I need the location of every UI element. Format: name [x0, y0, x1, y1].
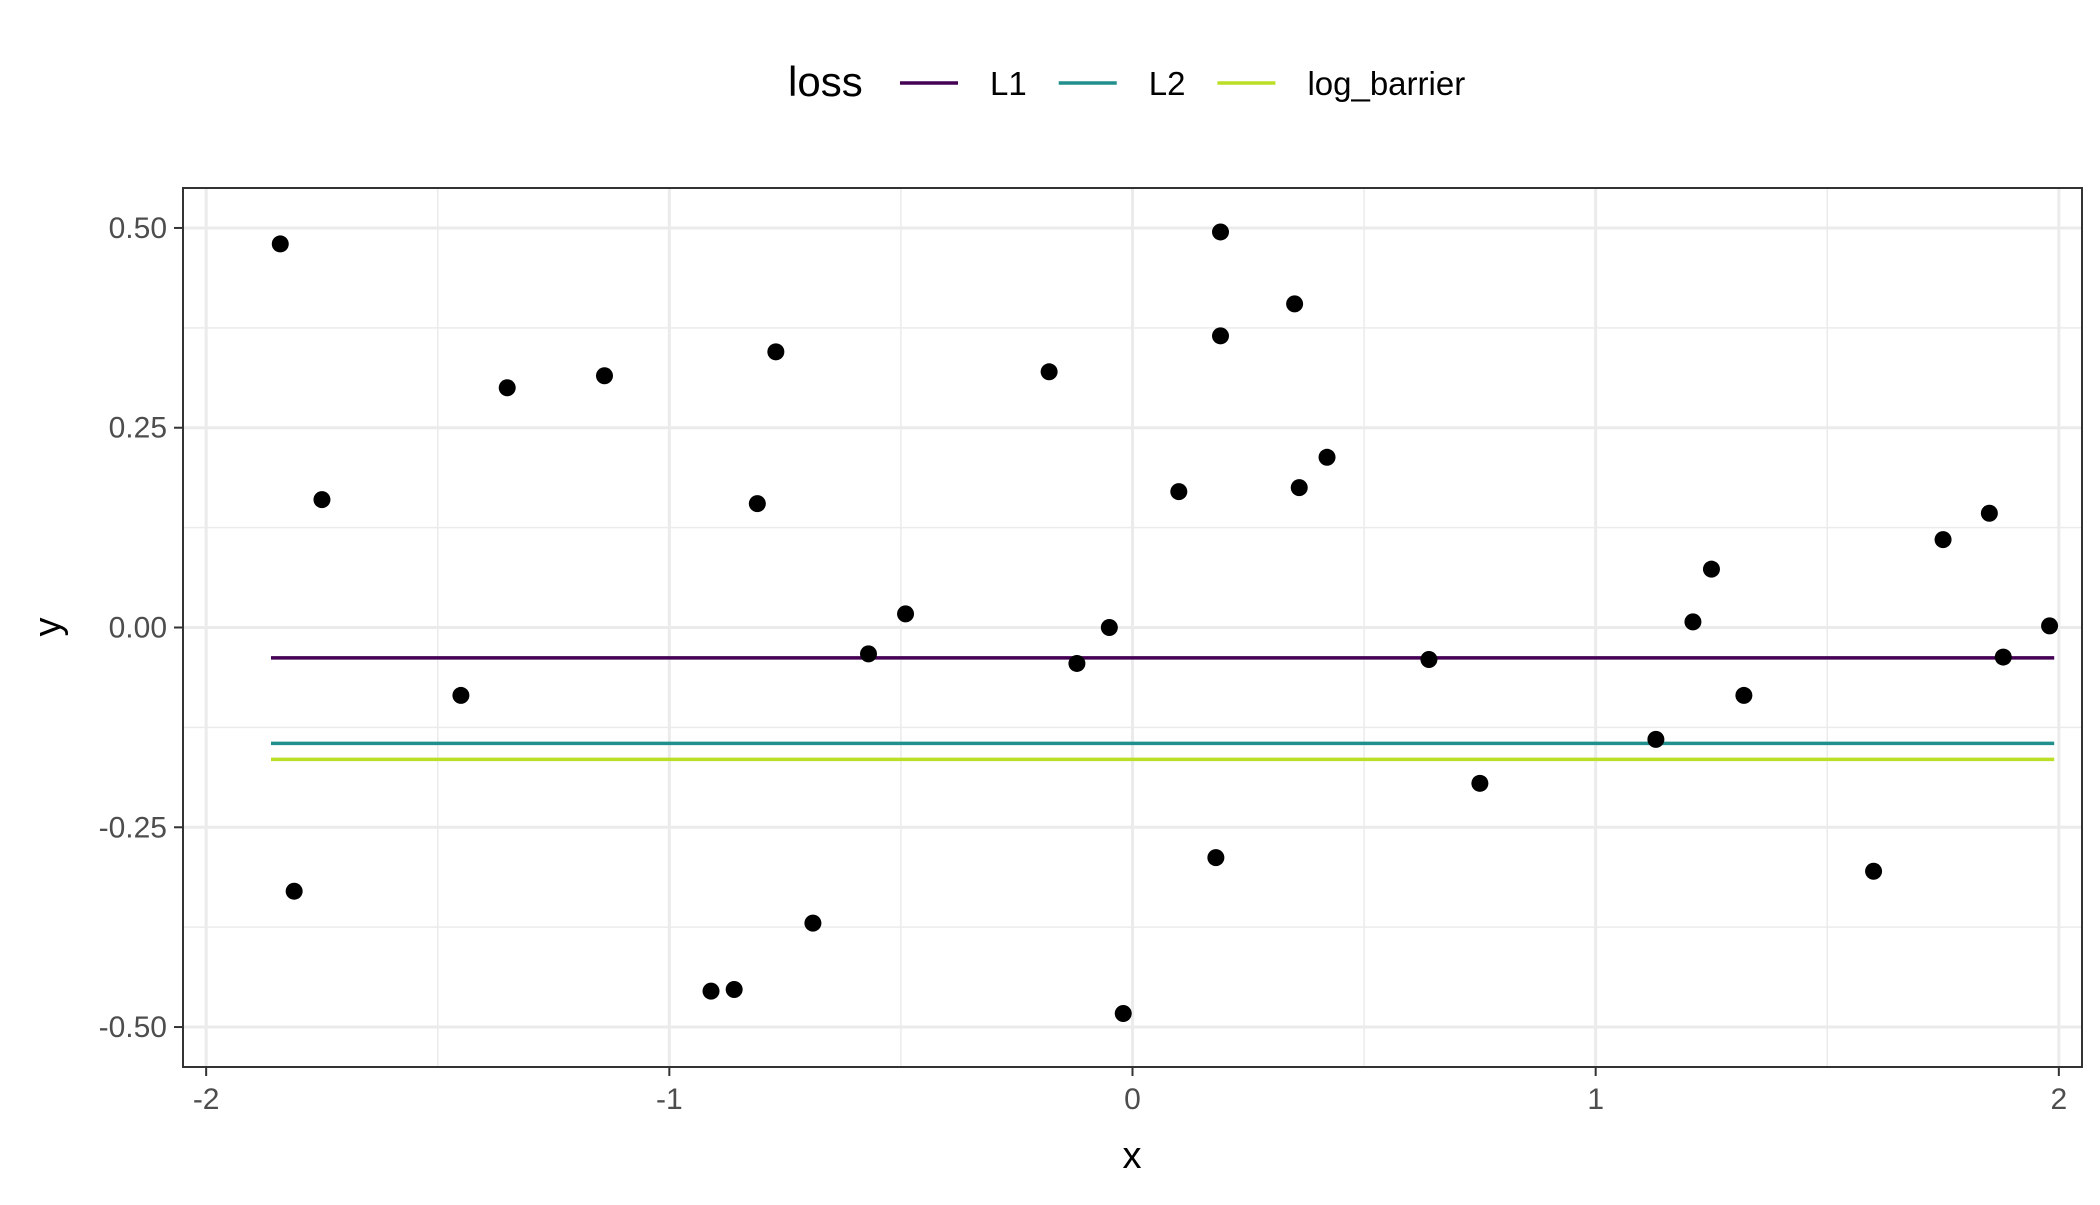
- data-point: [804, 914, 822, 932]
- data-point: [271, 235, 289, 253]
- data-point: [748, 495, 766, 513]
- data-point: [897, 605, 915, 623]
- data-point: [1684, 613, 1702, 631]
- data-point: [498, 379, 516, 397]
- data-point: [1647, 730, 1665, 748]
- data-point: [1420, 650, 1438, 668]
- x-axis: -2 -1 0 1 2: [193, 1067, 2067, 1116]
- y-axis-title: y: [27, 618, 69, 637]
- y-tick-label: -0.50: [99, 1011, 167, 1044]
- legend: loss L1 L2 log_barrier: [788, 58, 1465, 105]
- data-point: [1865, 862, 1883, 880]
- legend-label-L2: L2: [1149, 65, 1186, 102]
- data-point: [1068, 654, 1086, 672]
- data-point: [1471, 774, 1489, 792]
- data-point: [1212, 223, 1230, 241]
- data-point: [1934, 531, 1952, 549]
- data-point: [1286, 295, 1304, 313]
- data-point: [1114, 1004, 1132, 1022]
- loss-lines: [271, 656, 2055, 762]
- plot-panel: [182, 187, 2083, 1068]
- data-point: [1994, 648, 2012, 666]
- data-point: [1212, 327, 1230, 345]
- legend-items: L1 L2 log_barrier: [900, 65, 1465, 102]
- legend-label-L1: L1: [990, 65, 1027, 102]
- data-point: [1170, 483, 1188, 501]
- data-point: [313, 491, 331, 509]
- x-tick-label: -1: [656, 1083, 683, 1116]
- data-point: [2041, 617, 2059, 635]
- data-point: [1100, 619, 1118, 636]
- legend-label-log_barrier: log_barrier: [1307, 65, 1465, 102]
- y-tick-label: 0.00: [109, 612, 167, 645]
- data-point: [1980, 504, 1998, 522]
- data-point: [1735, 686, 1753, 704]
- data-point: [1702, 560, 1720, 578]
- data-point: [767, 343, 785, 361]
- x-tick-label: 2: [2050, 1083, 2067, 1116]
- data-point: [1290, 479, 1308, 497]
- data-point: [452, 686, 470, 704]
- x-tick-label: 0: [1124, 1083, 1141, 1116]
- major-gridlines: [183, 188, 2082, 1067]
- data-point: [1207, 849, 1225, 867]
- data-points: [271, 223, 2059, 1022]
- x-tick-label: -2: [193, 1083, 220, 1116]
- data-point: [725, 980, 743, 998]
- data-point: [595, 367, 613, 385]
- data-point: [1040, 363, 1058, 381]
- x-tick-label: 1: [1587, 1083, 1604, 1116]
- data-point: [859, 645, 877, 663]
- legend-title: loss: [788, 58, 863, 105]
- data-point: [1318, 448, 1336, 466]
- y-tick-label: 0.25: [109, 412, 167, 445]
- data-point: [285, 882, 303, 900]
- y-axis: -0.50 -0.25 0.00 0.25 0.50: [99, 212, 183, 1044]
- y-tick-label: -0.25: [99, 811, 167, 844]
- y-tick-label: 0.50: [109, 212, 167, 245]
- x-axis-title: x: [1123, 1135, 1142, 1177]
- data-point: [702, 982, 720, 1000]
